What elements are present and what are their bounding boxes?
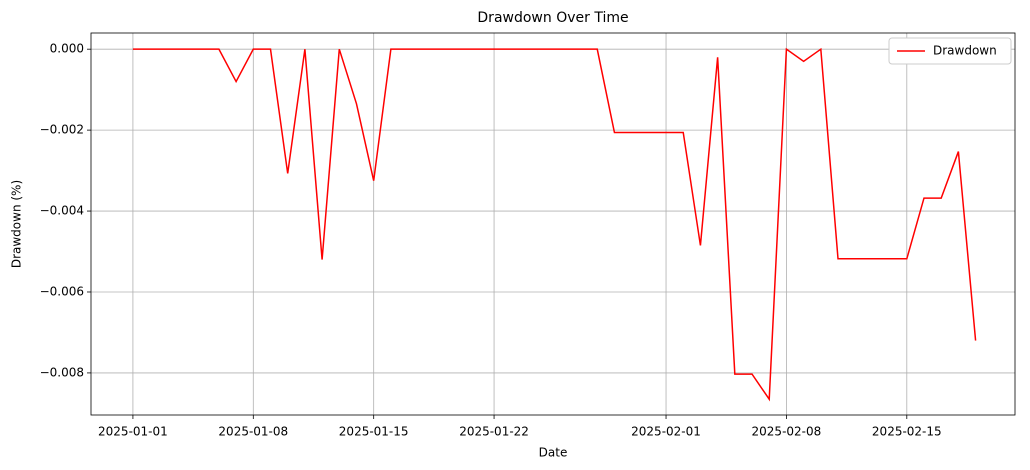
x-tick-label: 2025-01-15 xyxy=(339,425,409,439)
x-tick-label: 2025-02-08 xyxy=(752,425,822,439)
x-tick-label: 2025-01-01 xyxy=(98,425,168,439)
y-tick-label: −0.008 xyxy=(40,365,84,379)
y-axis-label: Drawdown (%) xyxy=(10,180,24,268)
data-line xyxy=(132,47,977,402)
legend-box xyxy=(888,37,1012,65)
plot-frame xyxy=(90,32,1016,416)
x-tick-label: 2025-02-01 xyxy=(631,425,701,439)
y-tick-label: −0.006 xyxy=(40,284,84,298)
y-tick-label: 0.000 xyxy=(50,42,84,56)
x-tick-label: 2025-02-15 xyxy=(872,425,942,439)
x-tick-label: 2025-01-22 xyxy=(459,425,529,439)
y-tick-label: −0.004 xyxy=(40,204,84,218)
chart-title: Drawdown Over Time xyxy=(477,10,628,26)
x-axis-label: Date xyxy=(539,446,568,460)
legend-label: Drawdown xyxy=(933,44,997,58)
x-tick-label: 2025-01-08 xyxy=(218,425,288,439)
y-tick-label: −0.002 xyxy=(40,123,84,137)
